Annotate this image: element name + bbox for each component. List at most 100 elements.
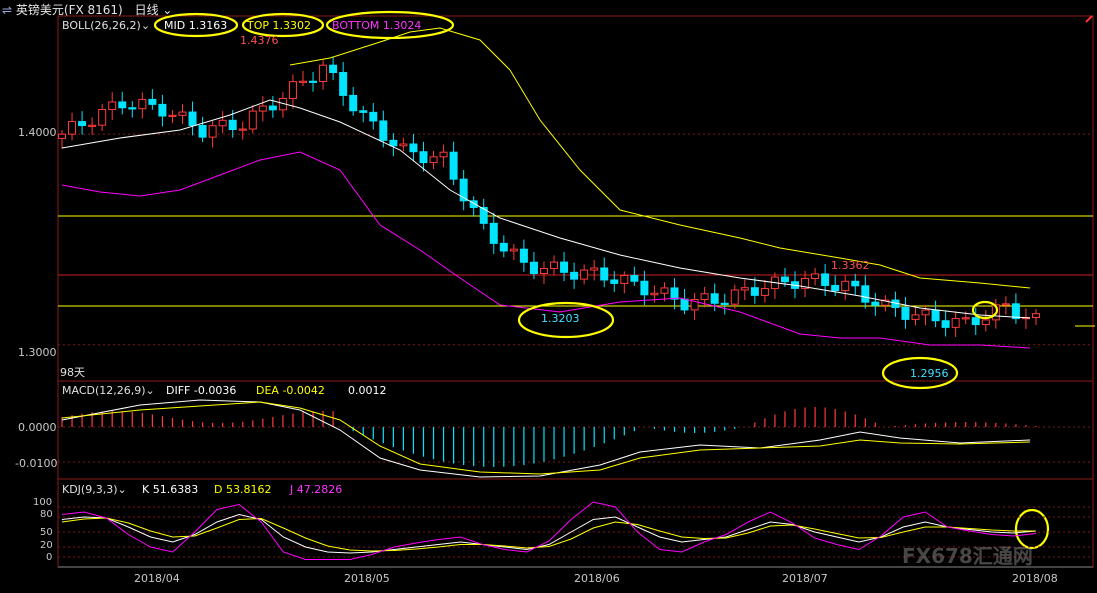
candle-body: [118, 101, 127, 109]
candle-body: [168, 114, 177, 117]
candle-body: [88, 124, 97, 127]
annotation-ellipse-3: [517, 301, 615, 339]
macd-value: 0.0012: [348, 384, 387, 397]
candle-body: [78, 121, 87, 127]
candle-body: [389, 139, 398, 147]
candle-body: [1001, 303, 1010, 306]
macd-dea: DEA -0.0042: [256, 384, 325, 397]
candle-body: [349, 94, 358, 112]
candle-body: [690, 298, 699, 311]
candle-body: [409, 143, 418, 153]
candle-body: [439, 151, 448, 158]
candle-body: [238, 128, 247, 131]
candle-body: [178, 111, 187, 116]
candle-body: [268, 105, 277, 111]
macd-label-text: MACD(12,26,9): [62, 384, 146, 397]
low-note-june: 1.3203: [541, 312, 580, 325]
candle-body: [881, 299, 890, 306]
candle-body: [509, 248, 518, 252]
candle-body: [700, 293, 709, 300]
kdj-label[interactable]: KDJ(9,3,3)⌄: [62, 483, 127, 496]
candle-body: [298, 80, 307, 83]
candle-body: [740, 287, 749, 291]
high-note: 1.4376: [240, 34, 279, 47]
candle-body: [821, 273, 830, 286]
annotation-ellipse-2: [325, 10, 455, 40]
x-label-apr: 2018/04: [134, 572, 180, 585]
chevron-down-icon: ⌄: [162, 3, 173, 17]
candle-body: [519, 248, 528, 263]
candle-body: [981, 319, 990, 326]
candle-body: [600, 267, 609, 281]
candle-body: [730, 289, 739, 305]
y-tick-1-3000: 1.3000: [18, 346, 57, 359]
candle-body: [660, 287, 669, 294]
period-label: 日线: [134, 3, 159, 17]
boll-label[interactable]: BOLL(26,26,2)⌄: [62, 19, 150, 32]
candle-body: [258, 105, 267, 112]
chevron-down-icon: ⌄: [117, 483, 127, 496]
candle-body: [499, 242, 508, 252]
candle-body: [971, 317, 980, 326]
kdj-tick-80: 80: [40, 509, 53, 520]
boll-mid-line: [61, 99, 1031, 319]
kdj-tick-0: 0: [46, 552, 53, 563]
candle-body: [760, 288, 769, 296]
candle-body: [419, 151, 428, 164]
candle-body: [379, 120, 388, 141]
candle-body: [128, 107, 137, 110]
low-note-aug: 1.2956: [910, 367, 949, 380]
boll-panel-frame: [57, 15, 1094, 382]
macd-diff-line: [61, 399, 1031, 478]
candle-body: [198, 124, 207, 138]
candle-body: [851, 280, 860, 287]
kdj-j: J 47.2826: [290, 483, 343, 496]
candle-body: [640, 280, 649, 296]
candle-body: [309, 80, 318, 83]
candle-body: [188, 111, 197, 126]
candle-body: [931, 309, 940, 322]
period-selector[interactable]: 日线 ⌄: [135, 3, 173, 17]
candle-body: [650, 292, 659, 296]
days-count: 98天: [60, 366, 85, 379]
candle-body: [248, 110, 257, 130]
candle-body: [479, 206, 488, 224]
candle-body: [68, 121, 77, 135]
window-title[interactable]: ⇌ 英镑美元(FX 8161) 日线 ⌄: [2, 1, 173, 17]
candle-body: [911, 314, 920, 320]
boll-bottom-line: [61, 151, 1031, 349]
x-label-may: 2018/05: [344, 572, 390, 585]
candle-body: [680, 298, 689, 311]
candle-body: [489, 222, 498, 244]
candle-body: [720, 302, 729, 305]
instrument-name: 英镑美元(FX 8161): [15, 3, 123, 17]
candle-body: [831, 284, 840, 292]
macd-label[interactable]: MACD(12,26,9)⌄: [62, 384, 155, 397]
candle-body: [590, 267, 599, 271]
candle-body: [98, 108, 107, 126]
candle-body: [620, 275, 629, 284]
candle-body: [710, 293, 719, 304]
candle-body: [961, 317, 970, 320]
annotation-ellipse-4: [881, 356, 959, 390]
candle-body: [941, 320, 950, 328]
kdj-k-line: [61, 513, 1037, 554]
candle-body: [871, 301, 880, 306]
kdj-tick-20: 20: [40, 540, 53, 551]
candle-body: [449, 151, 458, 180]
annotation-ellipse-0: [153, 12, 239, 38]
candle-body: [469, 200, 478, 208]
boll-top-value: TOP 1.3302: [247, 19, 311, 32]
candle-body: [539, 267, 548, 275]
candle-body: [218, 119, 227, 127]
candle-body: [359, 110, 368, 113]
candle-body: [429, 156, 438, 164]
watermark: FX678汇通网: [902, 544, 1033, 568]
candle-body: [841, 280, 850, 292]
candle-body: [228, 119, 237, 131]
x-label-jul: 2018/07: [782, 572, 828, 585]
kdj-tick-100: 100: [33, 497, 53, 508]
candle-body: [1011, 303, 1020, 320]
